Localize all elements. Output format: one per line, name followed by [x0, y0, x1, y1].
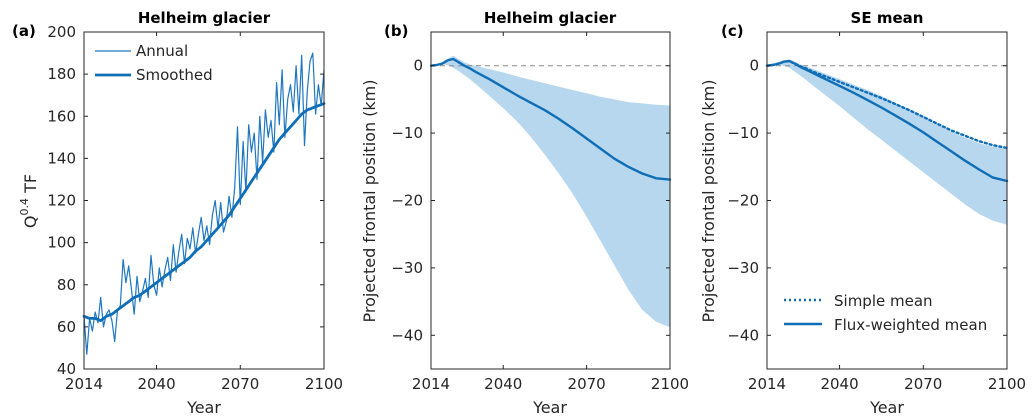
x-tick-label: 2014 — [748, 375, 786, 393]
series-line-smoothed — [82, 102, 326, 322]
y-tick-label: 180 — [47, 65, 76, 83]
y-axis-label-suffix: TF — [21, 174, 40, 198]
chart-title: SE mean — [851, 9, 924, 27]
legend-label-annual: Annual — [136, 42, 188, 60]
y-tick-label: −40 — [727, 326, 759, 344]
y-tick-label: −30 — [391, 259, 423, 277]
panel-label: (a) — [12, 22, 36, 40]
series-line-series — [429, 57, 672, 181]
x-tick-label: 2100 — [988, 375, 1026, 393]
series-line-annual — [83, 52, 325, 355]
uncertainty-band — [431, 55, 670, 328]
y-tick-label: −20 — [391, 192, 423, 210]
y-axis-label: Q0.4 TF — [18, 174, 40, 228]
x-tick-label: 2040 — [820, 375, 858, 393]
y-tick-label: 100 — [47, 234, 76, 252]
x-axis-label: Year — [532, 398, 567, 417]
x-tick-label: 2014 — [65, 375, 103, 393]
y-tick-label: −10 — [391, 124, 423, 142]
y-tick-label: 0 — [413, 57, 423, 75]
legend: Simple mean Flux-weighted mean — [784, 292, 987, 334]
x-tick-label: 2070 — [221, 375, 259, 393]
y-tick-label: 60 — [57, 318, 76, 336]
y-tick-label: 0 — [749, 57, 759, 75]
y-tick-label: 120 — [47, 192, 76, 210]
panel-c: 2014 2040 2070 2100 0 −10 −20 −30 −40 (c) SE mea… — [699, 9, 1026, 417]
y-axis-label: Projected frontal position (km) — [360, 79, 379, 322]
legend: Annual Smoothed — [95, 42, 213, 84]
y-tick-label: 80 — [57, 276, 76, 294]
y-tick-label: 200 — [47, 23, 76, 41]
chart-title: Helheim glacier — [484, 9, 617, 27]
x-tick-label: 2040 — [484, 375, 522, 393]
legend-label-flux-weighted-mean: Flux-weighted mean — [834, 316, 987, 334]
legend-label-simple-mean: Simple mean — [834, 292, 933, 310]
x-tick-label: 2070 — [904, 375, 942, 393]
x-tick-label: 2100 — [651, 375, 689, 393]
x-tick-label: 2100 — [305, 375, 343, 393]
series-line-flux-weighted-mean — [765, 59, 1009, 183]
y-tick-label: 160 — [47, 107, 76, 125]
y-axis-label-base: Q — [21, 215, 40, 228]
legend-label-smoothed: Smoothed — [136, 66, 213, 84]
y-tick-label: 140 — [47, 149, 76, 167]
panel-label: (b) — [384, 22, 408, 40]
x-axis-label: Year — [869, 398, 904, 417]
panel-a: 2014 2040 2070 2100 40 60 80 100 120 140 160 180 200… — [12, 9, 343, 417]
y-axis-label: Projected frontal position (km) — [699, 79, 718, 322]
x-tick-label: 2040 — [137, 375, 175, 393]
uncertainty-band — [767, 59, 1007, 225]
x-tick-label: 2070 — [568, 375, 606, 393]
x-tick-label: 2014 — [412, 375, 450, 393]
panel-label: (c) — [721, 22, 744, 40]
y-tick-label: −20 — [727, 192, 759, 210]
chart-title: Helheim glacier — [138, 9, 271, 27]
y-tick-label: −40 — [391, 326, 423, 344]
x-axis-label: Year — [186, 398, 221, 417]
y-tick-label: 40 — [57, 360, 76, 378]
panel-b: 2014 2040 2070 2100 0 −10 −20 −30 −40 (b) Helhei… — [360, 9, 689, 417]
y-tick-label: −10 — [727, 124, 759, 142]
y-axis-label-sup: 0.4 — [18, 198, 31, 216]
y-tick-label: −30 — [727, 259, 759, 277]
